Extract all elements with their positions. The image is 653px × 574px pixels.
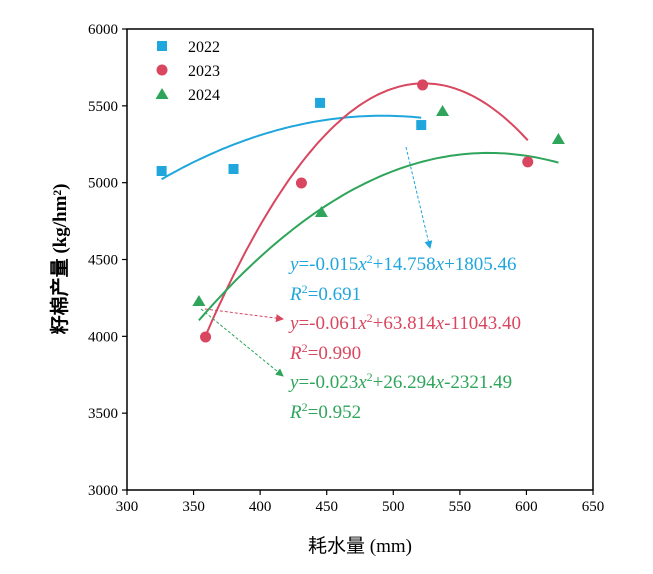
- r-squared-2022: R2=0.691: [289, 282, 361, 305]
- r-squared-2024: R2=0.952: [289, 400, 361, 423]
- data-point-2022: [416, 120, 427, 131]
- annotation-arrow-2024: [200, 308, 284, 377]
- data-point-2023: [200, 331, 212, 343]
- y-axis-label: 籽棉产量 (kg/hm²): [48, 184, 71, 335]
- annotation-arrow-2022: [405, 146, 433, 249]
- x-tick-label: 400: [249, 499, 272, 515]
- x-tick-label: 300: [116, 499, 139, 515]
- data-point-2024: [436, 105, 450, 117]
- data-point-2022: [315, 97, 326, 108]
- x-tick-label: 450: [315, 499, 338, 515]
- data-point-2024: [314, 206, 328, 218]
- equation-2022: y=-0.015x2+14.758x+1805.46: [288, 252, 517, 275]
- y-tick-label: 5000: [88, 176, 118, 192]
- fit-curve-2023: [204, 82, 529, 337]
- data-point-2022: [156, 165, 167, 176]
- fit-curve-2024: [198, 151, 559, 321]
- y-tick-label: 3000: [88, 483, 118, 499]
- y-tick-label: 4000: [88, 329, 118, 345]
- equation-2024: y=-0.023x2+26.294x-2321.49: [288, 370, 512, 393]
- legend-marker-2024: [155, 88, 169, 99]
- legend-label-2024: 2024: [188, 87, 220, 104]
- annotation-arrow-2023: [204, 308, 284, 323]
- data-point-2023: [417, 79, 429, 91]
- data-point-2024: [192, 294, 206, 306]
- legend-marker-2023: [156, 64, 168, 76]
- data-point-2023: [522, 156, 534, 168]
- equation-2023: y=-0.061x2+63.814x-11043.40: [288, 311, 521, 334]
- legend-label-2022: 2022: [188, 39, 220, 56]
- legend-label-2023: 2023: [188, 63, 220, 80]
- r-squared-2023: R2=0.990: [289, 341, 361, 364]
- x-tick-label: 350: [182, 499, 205, 515]
- y-tick-label: 6000: [88, 22, 118, 38]
- y-tick-label: 3500: [88, 406, 118, 422]
- x-tick-label: 550: [449, 499, 472, 515]
- legend-marker-2022: [157, 41, 167, 51]
- y-tick-label: 4500: [88, 253, 118, 269]
- y-tick-label: 5500: [88, 99, 118, 115]
- x-axis-label: 耗水量 (mm): [308, 535, 412, 557]
- data-point-2024: [551, 133, 565, 145]
- x-tick-label: 500: [382, 499, 405, 515]
- x-tick-label: 650: [582, 499, 605, 515]
- fit-curve-2022: [161, 114, 422, 181]
- data-point-2023: [295, 177, 307, 189]
- data-point-2022: [228, 163, 239, 174]
- x-tick-label: 600: [515, 499, 538, 515]
